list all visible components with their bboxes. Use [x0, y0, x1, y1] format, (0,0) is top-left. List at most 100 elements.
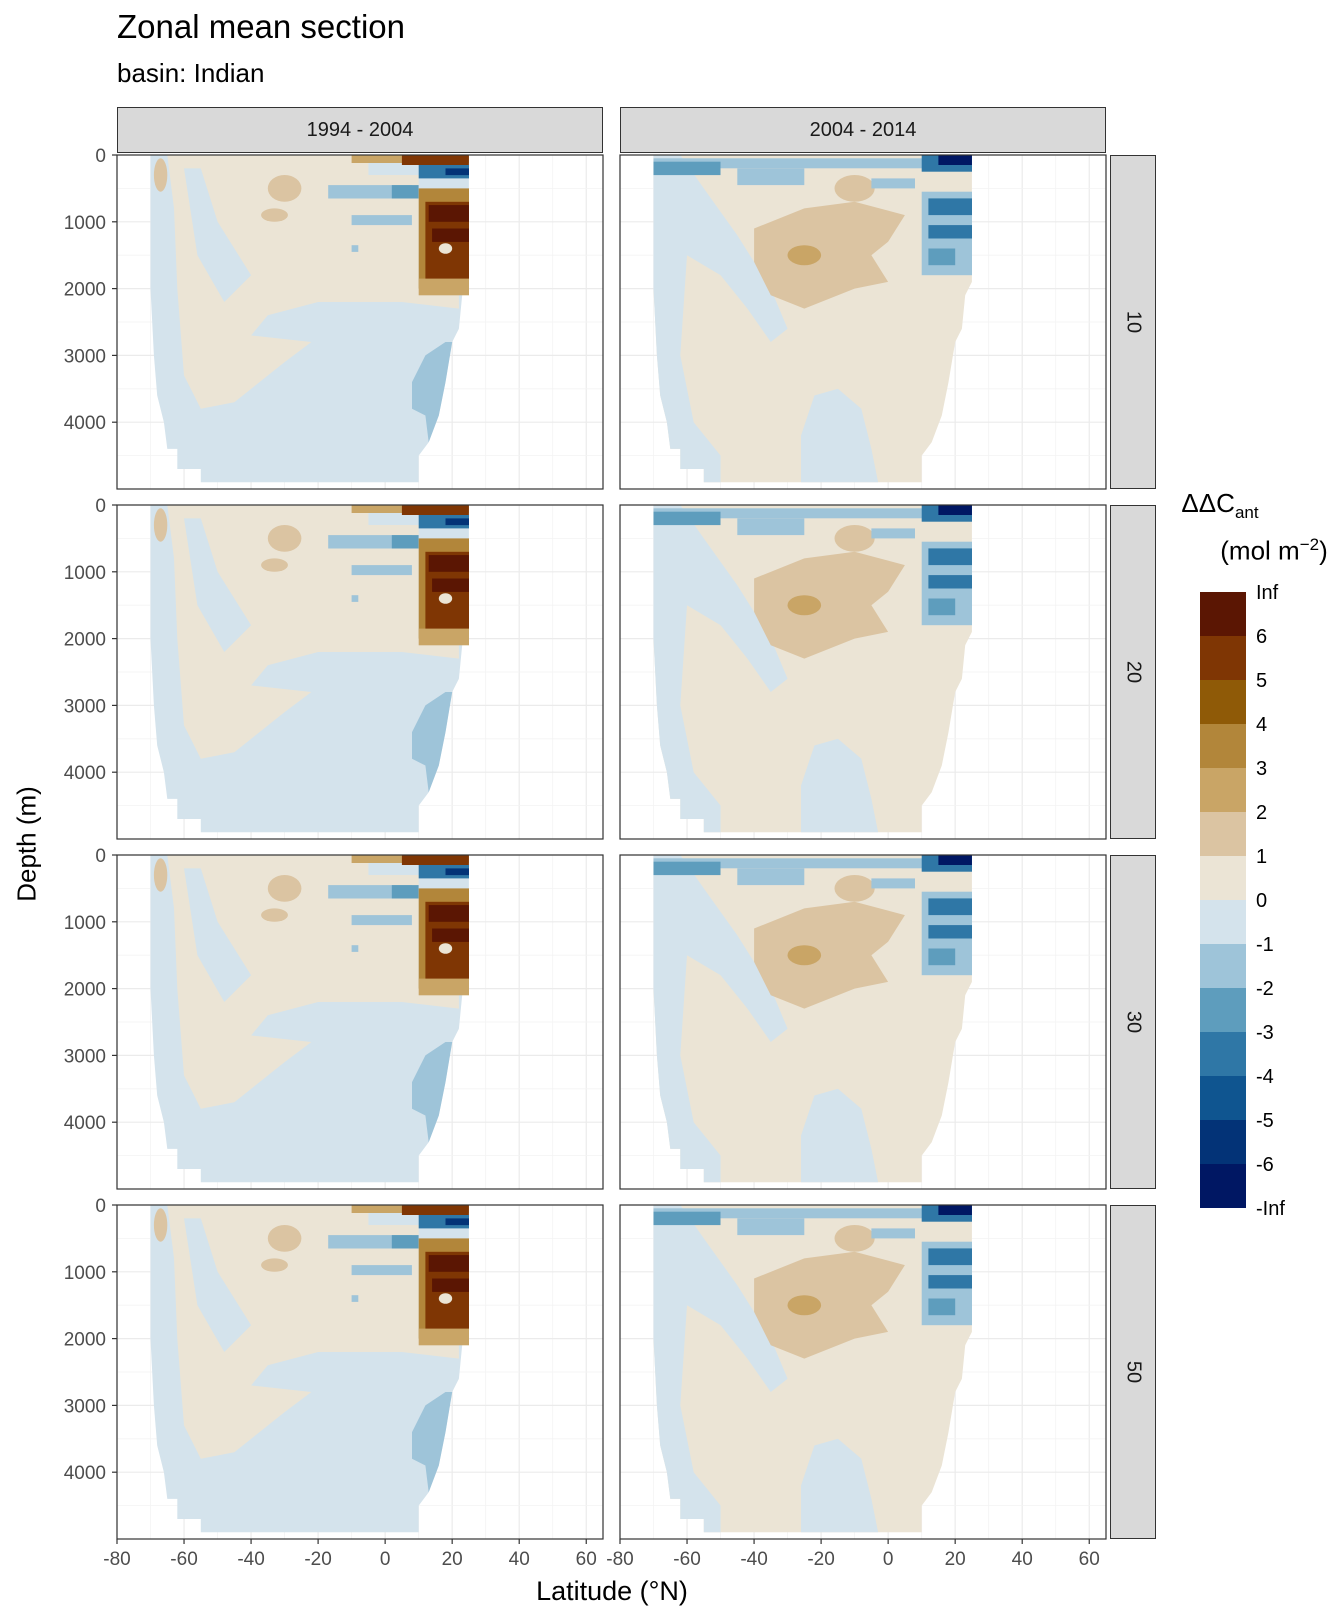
- facet-panel-4-1: [116, 1204, 604, 1540]
- x-tick-label: -80: [606, 1549, 633, 1570]
- field-region-blue-column: [928, 1298, 956, 1316]
- y-tick-label: 4000: [64, 763, 106, 784]
- field-region-blue-west: [163, 538, 178, 739]
- y-tick-label: 0: [95, 846, 106, 867]
- field-region-tan: [261, 558, 288, 572]
- field-region-blue-column: [928, 1248, 972, 1266]
- field-region-deep-blob: [412, 1392, 453, 1493]
- field-region-surface: [401, 505, 469, 515]
- y-tick-label: 1000: [64, 563, 106, 584]
- legend-label: 2: [1256, 802, 1267, 824]
- facet-panel-4-2: [619, 1204, 1107, 1540]
- field-region-brown: [428, 1255, 469, 1272]
- y-tick-label: 1000: [64, 1263, 106, 1284]
- field-region-blue-band: [351, 245, 359, 252]
- y-tick-label: 4000: [64, 413, 106, 434]
- field-region-blue-west: [163, 188, 178, 389]
- y-tick-label: 4000: [64, 1463, 106, 1484]
- facet-panel-3-2: [619, 854, 1107, 1190]
- field-region-blue-band: [328, 535, 412, 549]
- legend-swatch: [1200, 636, 1246, 680]
- field-region-tan: [754, 901, 905, 1009]
- field-region-tan: [153, 158, 168, 192]
- field-region-blue-west: [653, 505, 788, 833]
- legend-swatch: [1200, 856, 1246, 900]
- field-region-blue-tongue: [184, 168, 252, 302]
- field-region-surface: [938, 1205, 972, 1215]
- field-region-deep-blob: [412, 1042, 453, 1143]
- field-region-blue-band: [328, 885, 412, 899]
- field-region-surface: [401, 855, 469, 865]
- field-region-tan: [267, 525, 302, 552]
- legend-label: 1: [1256, 846, 1267, 868]
- y-tick-label: 0: [95, 146, 106, 167]
- x-tick-label: -20: [304, 1549, 331, 1570]
- facet-strip-row-1: 10: [1110, 155, 1156, 489]
- facet-strip-row-3: 30: [1110, 855, 1156, 1189]
- y-tick-label: 0: [95, 496, 106, 517]
- field-region-surface: [938, 505, 972, 515]
- legend-label: 3: [1256, 758, 1267, 780]
- legend-swatch: [1200, 1164, 1246, 1208]
- legend-swatch: [1200, 900, 1246, 944]
- x-tick-label: 60: [576, 1549, 597, 1570]
- field-region-blue-band: [391, 185, 419, 199]
- field-region-blue-column: [928, 948, 956, 966]
- field-region-surface: [653, 158, 972, 169]
- legend-label: 5: [1256, 670, 1267, 692]
- x-tick-label: 40: [1012, 1549, 1033, 1570]
- legend-label: -1: [1256, 934, 1274, 956]
- facet-panel-3-1: [116, 854, 604, 1190]
- field-region-deep-dome: [801, 1088, 879, 1183]
- field-region-brown: [432, 578, 469, 592]
- legend-title: ΔΔCant: [1181, 488, 1259, 523]
- y-tick-label: 2000: [64, 980, 106, 1001]
- legend-swatch: [1200, 1076, 1246, 1120]
- y-tick-label: 2000: [64, 630, 106, 651]
- field-region-blue-band: [351, 1265, 412, 1276]
- field-region-tan: [834, 875, 875, 902]
- field-region-blue-tongue: [184, 868, 252, 1002]
- field-region-brown: [428, 905, 469, 922]
- field-region-tan: [834, 175, 875, 202]
- x-tick-label: 20: [945, 1549, 966, 1570]
- legend-label: 6: [1256, 626, 1267, 648]
- field-region-blue-column: [928, 248, 956, 266]
- field-region-brown: [432, 228, 469, 242]
- legend-label: -3: [1256, 1022, 1274, 1044]
- field-region-blue-column: [928, 225, 972, 239]
- field-region-blue-band: [351, 1295, 359, 1302]
- field-region-brown-center: [438, 593, 453, 604]
- field-region-tan: [153, 1208, 168, 1242]
- chart-subtitle: basin: Indian: [117, 58, 265, 88]
- field-region-surface: [737, 1218, 805, 1236]
- field-region-surface: [737, 868, 805, 886]
- y-tick-label: 2000: [64, 1330, 106, 1351]
- field-region-blue-band: [871, 528, 915, 539]
- facet-panel-2-1: [116, 504, 604, 840]
- field-region-blue-band: [351, 915, 412, 926]
- panel-border: [619, 154, 1107, 490]
- field-region-surface: [938, 855, 972, 865]
- field-region-tan: [267, 875, 302, 902]
- panel-border: [116, 854, 604, 1190]
- field-region-blue-band: [871, 178, 915, 189]
- facet-strip-col-2: 2004 - 2014: [620, 107, 1106, 153]
- field-region-tan: [267, 1225, 302, 1252]
- legend-swatch: [1200, 680, 1246, 724]
- field-region-blue-column: [928, 548, 972, 566]
- field-region-tan-dark: [787, 595, 822, 616]
- field-region-surface: [653, 511, 721, 526]
- y-tick-label: 3000: [64, 346, 106, 367]
- field-region-brown: [428, 555, 469, 572]
- panel-border: [116, 504, 604, 840]
- x-tick-label: -40: [740, 1549, 767, 1570]
- panel-border: [619, 1204, 1107, 1540]
- x-tick-label: 20: [442, 1549, 463, 1570]
- field-region-tan: [261, 908, 288, 922]
- field-region-tan-dark: [787, 945, 822, 966]
- field-region-brown: [418, 278, 469, 296]
- legend-swatch: [1200, 724, 1246, 768]
- legend-label: 4: [1256, 714, 1267, 736]
- legend-label: -2: [1256, 978, 1274, 1000]
